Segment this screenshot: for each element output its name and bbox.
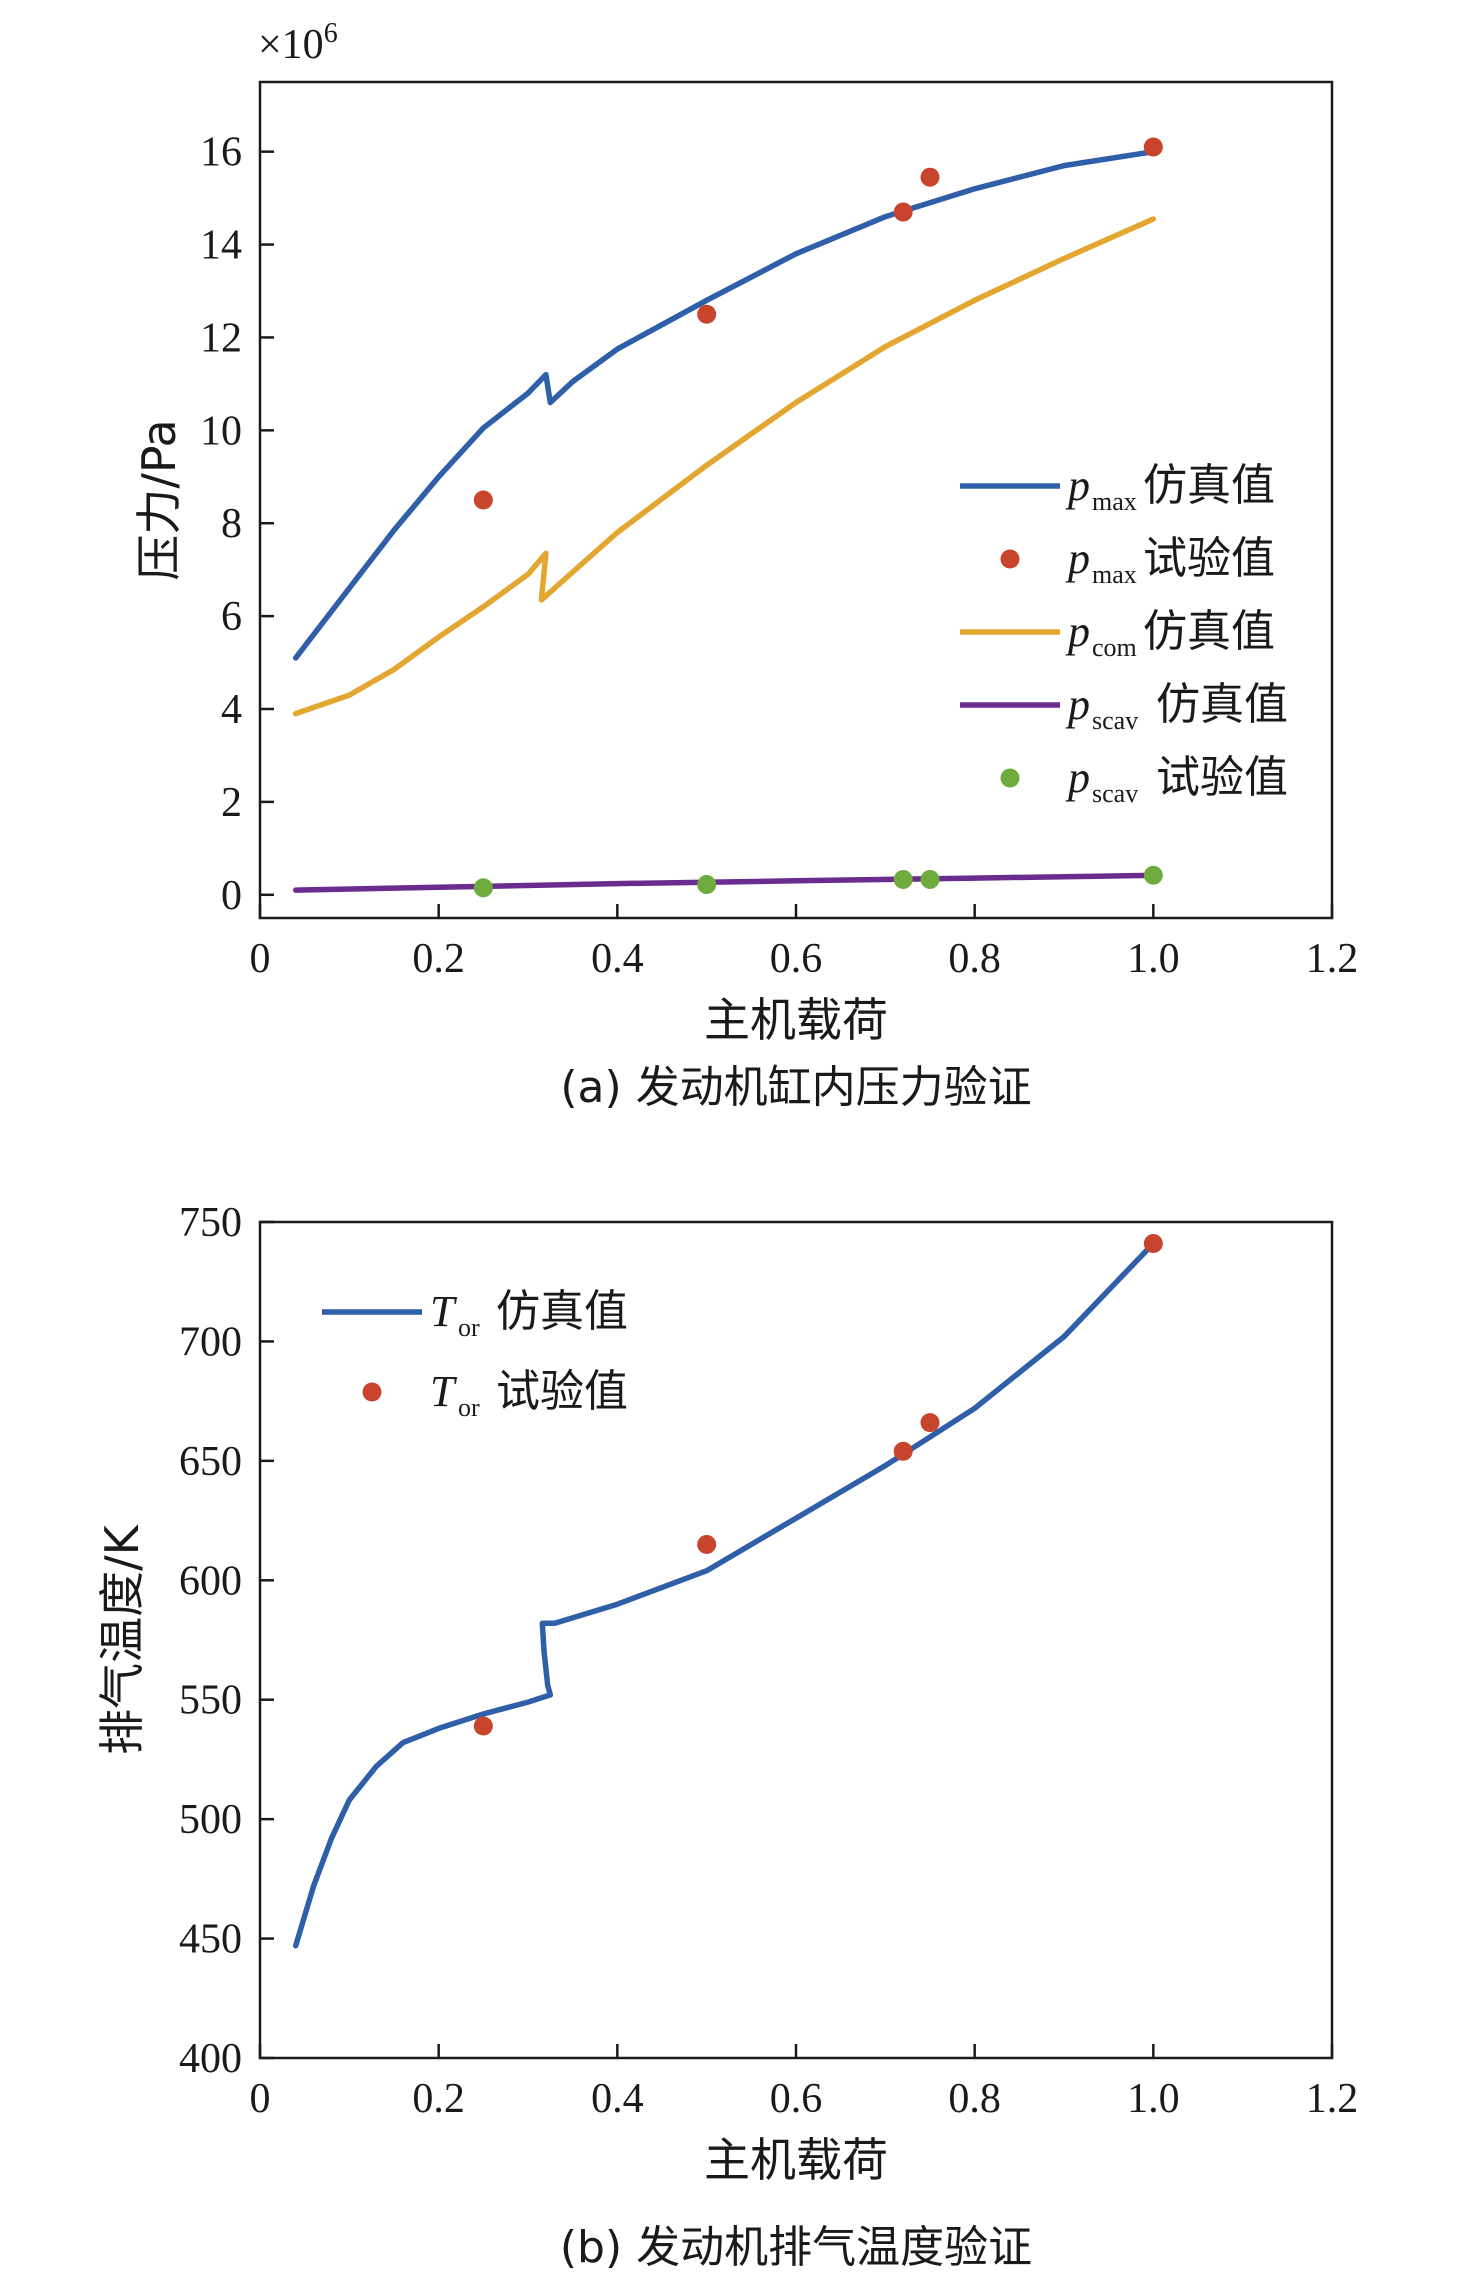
legend-label: 试验值 xyxy=(1156,752,1288,803)
x-tick-label: 0 xyxy=(250,936,271,982)
legend-symbol: T xyxy=(430,1287,458,1336)
legend-subscript: com xyxy=(1092,633,1137,662)
y-axis-label: 压力/Pa xyxy=(132,419,186,580)
legend-label: 仿真值 xyxy=(496,1286,628,1337)
exhaust-temperature-chart: 0 0.2 0.4 0.6 0.8 1.0 1.2 400 450 500 550 600 650 700… xyxy=(95,1200,1358,2273)
legend-subscript: or xyxy=(458,1313,480,1342)
legend-symbol: p xyxy=(1065,461,1090,510)
pressure-chart: ×106 0 0.2 0.4 0.6 0.8 1.0 1.2 0 2 4 6 8 10 12 14 16 主机… xyxy=(132,18,1358,1113)
legend-dot-swatch xyxy=(362,1382,382,1402)
legend-label: 仿真值 xyxy=(1143,460,1275,511)
y-axis-label: 排气温度/K xyxy=(95,1523,149,1754)
legend-label: 试验值 xyxy=(1143,533,1275,584)
legend-subscript: or xyxy=(458,1393,480,1422)
chart-caption: (a) 发动机缸内压力验证 xyxy=(560,1062,1031,1113)
y-tick-label: 4 xyxy=(221,687,242,733)
data-point-or-1 xyxy=(473,1716,493,1736)
y-tick-label: 2 xyxy=(221,780,242,826)
legend-subscript: max xyxy=(1092,487,1137,516)
x-tick-label: 0.6 xyxy=(770,2076,823,2122)
x-axis-label: 主机载荷 xyxy=(704,993,888,1047)
y-tick-label: 10 xyxy=(200,408,242,454)
legend-symbol: T xyxy=(430,1367,458,1416)
data-point-max-1 xyxy=(920,167,940,187)
y-tick-label: 450 xyxy=(179,1917,242,1963)
data-point-or-1 xyxy=(893,1441,913,1461)
x-tick-label: 1.0 xyxy=(1127,936,1180,982)
y-tick-label: 16 xyxy=(200,130,242,176)
plot-frame xyxy=(258,1220,1334,2060)
x-tick-label: 1.0 xyxy=(1127,2076,1180,2122)
series-line-com-2 xyxy=(292,216,1157,717)
legend-entry: p max 仿真值 xyxy=(960,460,1275,516)
data-point-scav-4 xyxy=(697,875,717,895)
data-point-or-1 xyxy=(697,1534,717,1554)
legend-symbol: p xyxy=(1065,534,1090,583)
legend-subscript: scav xyxy=(1092,779,1138,808)
x-tick-label: 0.4 xyxy=(591,936,644,982)
chart-caption: (b) 发动机排气温度验证 xyxy=(560,2222,1032,2273)
data-point-or-1 xyxy=(920,1413,940,1433)
y-tick-label: 750 xyxy=(179,1200,242,1246)
y-axis-multiplier: ×106 xyxy=(258,18,338,68)
legend-label: 仿真值 xyxy=(1156,679,1288,730)
y-tick-label: 700 xyxy=(179,1319,242,1365)
x-tick-label: 0.2 xyxy=(412,2076,465,2122)
legend-entry: p scav 仿真值 xyxy=(960,679,1288,735)
y-tick-label: 6 xyxy=(221,594,242,640)
y-tick-label: 550 xyxy=(179,1678,242,1724)
x-tick-label: 0.8 xyxy=(948,2076,1001,2122)
legend-dot-swatch xyxy=(1000,768,1020,788)
legend-symbol: p xyxy=(1065,680,1090,729)
y-tick-label: 650 xyxy=(179,1439,242,1485)
data-point-max-1 xyxy=(893,202,913,222)
legend-symbol: p xyxy=(1065,607,1090,656)
legend-entry: p scav 试验值 xyxy=(1000,752,1288,808)
y-tick-label: 400 xyxy=(179,2036,242,2082)
legend-symbol: p xyxy=(1065,753,1090,802)
data-point-max-1 xyxy=(1143,137,1163,157)
data-point-scav-4 xyxy=(920,869,940,889)
y-tick-label: 14 xyxy=(200,223,242,269)
series-line-max-0 xyxy=(292,148,1157,661)
data-point-or-1 xyxy=(1143,1233,1163,1253)
series-line-or-0 xyxy=(292,1240,1157,1949)
x-tick-label: 0.4 xyxy=(591,2076,644,2122)
legend-entry: p max 试验值 xyxy=(1000,533,1275,589)
y-tick-label: 12 xyxy=(200,315,242,361)
legend-entry: p com 仿真值 xyxy=(960,606,1275,662)
data-point-scav-4 xyxy=(473,878,493,898)
legend-subscript: max xyxy=(1092,560,1137,589)
y-tick-label: 600 xyxy=(179,1558,242,1604)
x-axis-label: 主机载荷 xyxy=(704,2133,888,2187)
x-tick-label: 0 xyxy=(250,2076,271,2122)
data-point-scav-4 xyxy=(893,869,913,889)
y-tick-label: 8 xyxy=(221,501,242,547)
data-point-scav-4 xyxy=(1143,865,1163,885)
y-axis-multiplier-exponent: 6 xyxy=(324,18,338,49)
data-point-max-1 xyxy=(697,304,717,324)
data-point-max-1 xyxy=(473,490,493,510)
y-tick-label: 500 xyxy=(179,1797,242,1843)
legend-label: 试验值 xyxy=(496,1366,628,1417)
legend-subscript: scav xyxy=(1092,706,1138,735)
x-tick-label: 1.2 xyxy=(1306,936,1359,982)
y-tick-label: 0 xyxy=(221,873,242,919)
x-tick-label: 1.2 xyxy=(1306,2076,1359,2122)
series-line-scav-3 xyxy=(292,872,1157,893)
x-tick-label: 0.8 xyxy=(948,936,1001,982)
x-tick-label: 0.2 xyxy=(412,936,465,982)
legend-dot-swatch xyxy=(1000,549,1020,569)
legend-label: 仿真值 xyxy=(1143,606,1275,657)
x-tick-label: 0.6 xyxy=(770,936,823,982)
